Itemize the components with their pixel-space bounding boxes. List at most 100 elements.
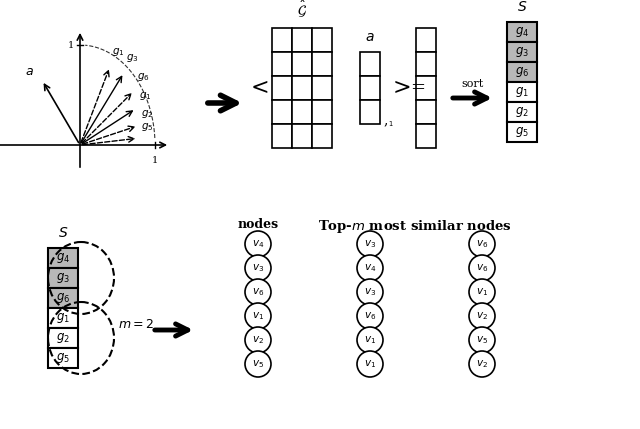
Bar	[507, 82, 537, 102]
Text: $g_2$: $g_2$	[141, 108, 154, 120]
Bar	[48, 288, 78, 308]
Circle shape	[357, 231, 383, 257]
Bar	[312, 52, 332, 76]
Circle shape	[469, 231, 495, 257]
Bar	[48, 348, 78, 368]
Circle shape	[357, 279, 383, 305]
Circle shape	[245, 279, 271, 305]
Bar	[272, 52, 292, 76]
Text: $S$: $S$	[517, 0, 527, 14]
Text: $v_{2}$: $v_{2}$	[476, 310, 488, 322]
Bar	[312, 100, 332, 124]
Text: $v_{1}$: $v_{1}$	[252, 310, 264, 322]
Bar	[272, 100, 292, 124]
Bar	[292, 52, 312, 76]
Circle shape	[245, 303, 271, 329]
Text: $v_{6}$: $v_{6}$	[252, 286, 264, 298]
Text: $v_{3}$: $v_{3}$	[252, 262, 264, 274]
Text: $g_3$: $g_3$	[126, 52, 138, 64]
Circle shape	[357, 351, 383, 377]
Text: $g_6$: $g_6$	[137, 71, 150, 83]
Text: ,: ,	[383, 113, 387, 127]
Text: $\mathbf{\mathit{g_{4}}}$: $\mathbf{\mathit{g_{4}}}$	[56, 251, 70, 265]
Bar	[272, 28, 292, 52]
Text: $\mathbf{\mathit{g_{6}}}$: $\mathbf{\mathit{g_{6}}}$	[515, 65, 529, 79]
Bar	[48, 248, 78, 268]
Bar	[416, 76, 436, 100]
Circle shape	[357, 303, 383, 329]
Circle shape	[469, 303, 495, 329]
Circle shape	[469, 327, 495, 353]
Text: $v_{3}$: $v_{3}$	[364, 286, 376, 298]
Text: $\hat{\mathcal{G}}$: $\hat{\mathcal{G}}$	[297, 0, 307, 20]
Text: $\mathbf{\mathit{g_{2}}}$: $\mathbf{\mathit{g_{2}}}$	[515, 105, 529, 119]
Text: $\mathbf{\mathit{g_{3}}}$: $\mathbf{\mathit{g_{3}}}$	[515, 45, 529, 59]
Bar	[360, 52, 380, 76]
Text: $v_{1}$: $v_{1}$	[476, 286, 488, 298]
Bar	[292, 100, 312, 124]
Text: $\mathbf{\mathit{g_{1}}}$: $\mathbf{\mathit{g_{1}}}$	[56, 311, 70, 325]
Bar	[272, 76, 292, 100]
Text: $\mathbf{\mathit{g_{6}}}$: $\mathbf{\mathit{g_{6}}}$	[56, 291, 70, 305]
Text: sort: sort	[461, 79, 484, 89]
Bar	[416, 28, 436, 52]
Bar	[416, 124, 436, 148]
Bar	[507, 22, 537, 42]
Bar	[507, 102, 537, 122]
Text: $\mathbf{\mathit{g_{5}}}$: $\mathbf{\mathit{g_{5}}}$	[56, 351, 70, 365]
Text: $g_1$: $g_1$	[139, 90, 152, 102]
Bar	[292, 28, 312, 52]
Bar	[507, 62, 537, 82]
Bar	[507, 122, 537, 142]
Bar	[292, 76, 312, 100]
Text: $g_5$: $g_5$	[141, 121, 154, 133]
Bar	[416, 100, 436, 124]
Bar	[312, 124, 332, 148]
Text: $\mathbf{\mathit{g_{2}}}$: $\mathbf{\mathit{g_{2}}}$	[56, 331, 70, 345]
Text: $v_{2}$: $v_{2}$	[252, 334, 264, 346]
Text: $S$: $S$	[58, 226, 68, 240]
Bar	[360, 76, 380, 100]
Circle shape	[357, 255, 383, 281]
Text: $\mathbf{\mathit{g_{5}}}$: $\mathbf{\mathit{g_{5}}}$	[515, 125, 529, 139]
Text: <: <	[251, 77, 269, 99]
Circle shape	[245, 351, 271, 377]
Text: $v_{5}$: $v_{5}$	[476, 334, 488, 346]
Text: Top-$m$ most similar nodes: Top-$m$ most similar nodes	[318, 218, 512, 235]
Bar	[416, 52, 436, 76]
Bar	[292, 124, 312, 148]
Bar	[360, 100, 380, 124]
Bar	[312, 28, 332, 52]
Text: $v_{6}$: $v_{6}$	[364, 310, 376, 322]
Text: nodes: nodes	[237, 218, 278, 231]
Text: $m = 2$: $m = 2$	[118, 318, 154, 332]
Circle shape	[245, 231, 271, 257]
Text: $v_{6}$: $v_{6}$	[476, 262, 488, 274]
Bar	[312, 76, 332, 100]
Text: $a$: $a$	[26, 65, 34, 79]
Circle shape	[469, 351, 495, 377]
Circle shape	[469, 255, 495, 281]
Text: 1: 1	[152, 156, 158, 165]
Text: >: >	[393, 77, 412, 99]
Text: $g_1$: $g_1$	[112, 45, 125, 57]
Text: $\mathbf{\mathit{g_{3}}}$: $\mathbf{\mathit{g_{3}}}$	[56, 271, 70, 285]
Text: $v_{1}$: $v_{1}$	[364, 334, 376, 346]
Bar	[507, 42, 537, 62]
Text: $v_{2}$: $v_{2}$	[476, 358, 488, 370]
Bar	[48, 268, 78, 288]
Circle shape	[245, 327, 271, 353]
Text: $\mathbf{\mathit{g_{4}}}$: $\mathbf{\mathit{g_{4}}}$	[515, 25, 529, 39]
Text: 1: 1	[68, 40, 74, 49]
Text: $v_{6}$: $v_{6}$	[476, 238, 488, 250]
Bar	[48, 308, 78, 328]
Text: =: =	[410, 79, 426, 97]
Circle shape	[357, 327, 383, 353]
Circle shape	[469, 279, 495, 305]
Text: $v_{1}$: $v_{1}$	[364, 358, 376, 370]
Bar	[272, 124, 292, 148]
Text: $_{1}$: $_{1}$	[388, 119, 394, 129]
Text: $v_{4}$: $v_{4}$	[364, 262, 376, 274]
Text: $v_{5}$: $v_{5}$	[252, 358, 264, 370]
Text: $a$: $a$	[365, 30, 375, 44]
